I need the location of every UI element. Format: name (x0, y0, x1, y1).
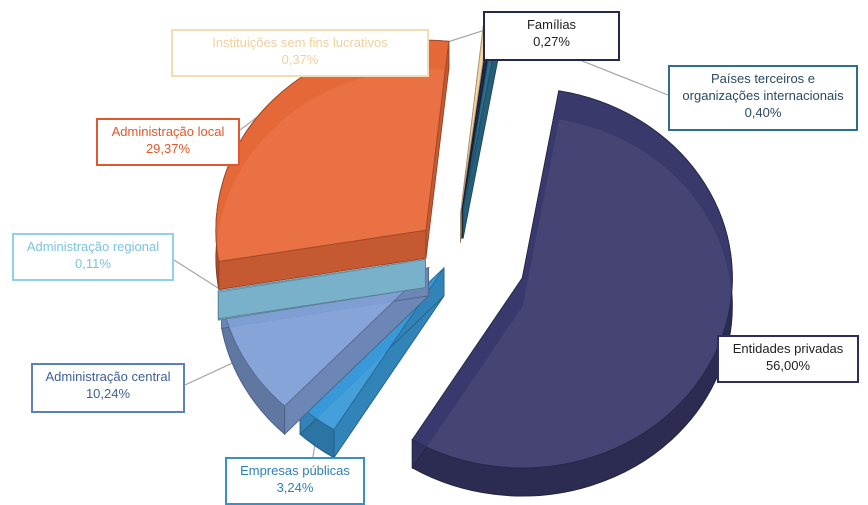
callout-administracao-central: Administração central 10,24% (31, 363, 185, 413)
callout-administracao-regional: Administração regional 0,11% (12, 233, 174, 281)
leader-line-administracao-regional (173, 259, 223, 292)
label-administracao-regional: Administração regional (26, 239, 160, 254)
label-paises-line1: Países terceiros e (710, 71, 816, 86)
value-administracao-central: 10,24% (85, 386, 131, 401)
callout-paises-terceiros: Países terceiros e organizações internac… (668, 65, 858, 131)
callout-administracao-local: Administração local 29,37% (96, 118, 240, 166)
callout-entidades-privadas: Entidades privadas 56,00% (717, 335, 859, 383)
value-administracao-regional: 0,11% (75, 256, 111, 271)
label-familias: Famílias (526, 17, 577, 32)
value-empresas-publicas: 3,24% (276, 480, 314, 495)
pie-slices (215, 21, 733, 497)
pie-slice-administracao-regional (217, 259, 426, 293)
label-administracao-central: Administração central (45, 369, 171, 384)
value-familias: 0,27% (533, 34, 570, 49)
value-administracao-local: 29,37% (145, 141, 191, 156)
label-paises-line2: organizações internacionais (682, 88, 844, 103)
value-entidades-privadas: 56,00% (765, 358, 811, 373)
label-instituicoes: Instituições sem fins lucrativos (212, 35, 388, 50)
label-empresas-publicas: Empresas públicas (240, 463, 350, 478)
value-paises: 0,40% (744, 105, 782, 120)
callout-familias: Famílias 0,27% (483, 11, 620, 61)
value-instituicoes: 0,37% (281, 52, 319, 67)
label-administracao-local: Administração local (111, 124, 225, 139)
label-entidades-privadas: Entidades privadas (732, 341, 844, 356)
callout-empresas-publicas: Empresas públicas 3,24% (225, 457, 365, 505)
callout-instituicoes: Instituições sem fins lucrativos 0,37% (171, 29, 429, 77)
